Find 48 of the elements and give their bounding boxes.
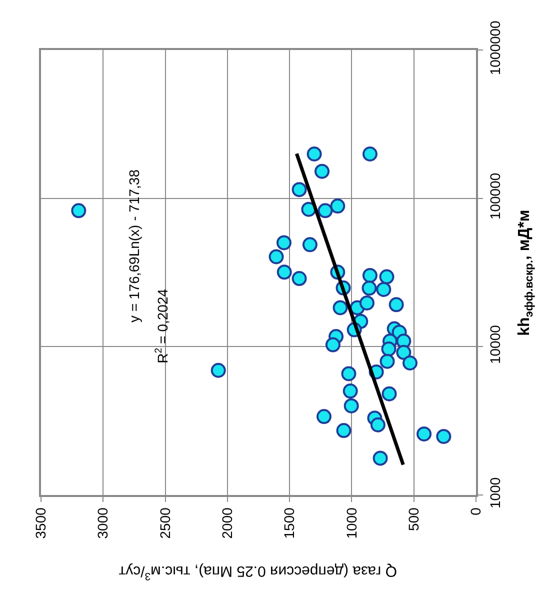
y-tick-label: 10000 — [486, 324, 503, 364]
point — [376, 282, 392, 297]
point — [362, 146, 378, 162]
point — [436, 428, 452, 444]
point — [382, 386, 397, 402]
point — [402, 356, 418, 370]
x-tick-label: 3000 — [94, 507, 111, 539]
point — [332, 300, 348, 316]
x-tick-label: 500 — [405, 507, 422, 531]
annotation: y = 176,69Ln(x) - 717,38 — [126, 169, 142, 322]
point — [370, 417, 386, 432]
point — [336, 423, 352, 438]
y-tick-label: 1000 — [486, 477, 503, 508]
point — [372, 450, 388, 466]
point — [344, 398, 359, 414]
point — [416, 426, 432, 442]
point — [342, 384, 358, 399]
point — [380, 354, 395, 369]
point — [381, 341, 396, 356]
point — [302, 237, 318, 252]
x-tick-label: 0 — [468, 507, 484, 516]
point — [318, 203, 333, 218]
x-tick-label: 1000 — [343, 507, 360, 539]
point — [292, 182, 307, 198]
point — [341, 366, 356, 382]
y-tick-label: 1000000 — [486, 20, 503, 76]
x-tick-label: 1500 — [281, 507, 298, 539]
point — [362, 268, 378, 283]
point — [210, 362, 226, 378]
y-tick-label: 100000 — [486, 172, 503, 220]
point — [306, 146, 322, 162]
point — [388, 297, 404, 312]
point — [316, 409, 332, 424]
point — [276, 264, 292, 280]
point — [330, 198, 346, 214]
point — [276, 235, 292, 250]
point — [314, 164, 330, 179]
point — [362, 280, 377, 296]
point — [268, 249, 284, 264]
point — [325, 337, 340, 352]
point — [292, 271, 307, 286]
x-tick-label: 2000 — [218, 507, 235, 539]
point — [360, 295, 374, 310]
point — [71, 203, 86, 218]
point — [379, 269, 394, 284]
x-tick-label: 3500 — [32, 507, 49, 539]
x-tick-label: 2500 — [156, 507, 173, 539]
point — [396, 344, 412, 360]
